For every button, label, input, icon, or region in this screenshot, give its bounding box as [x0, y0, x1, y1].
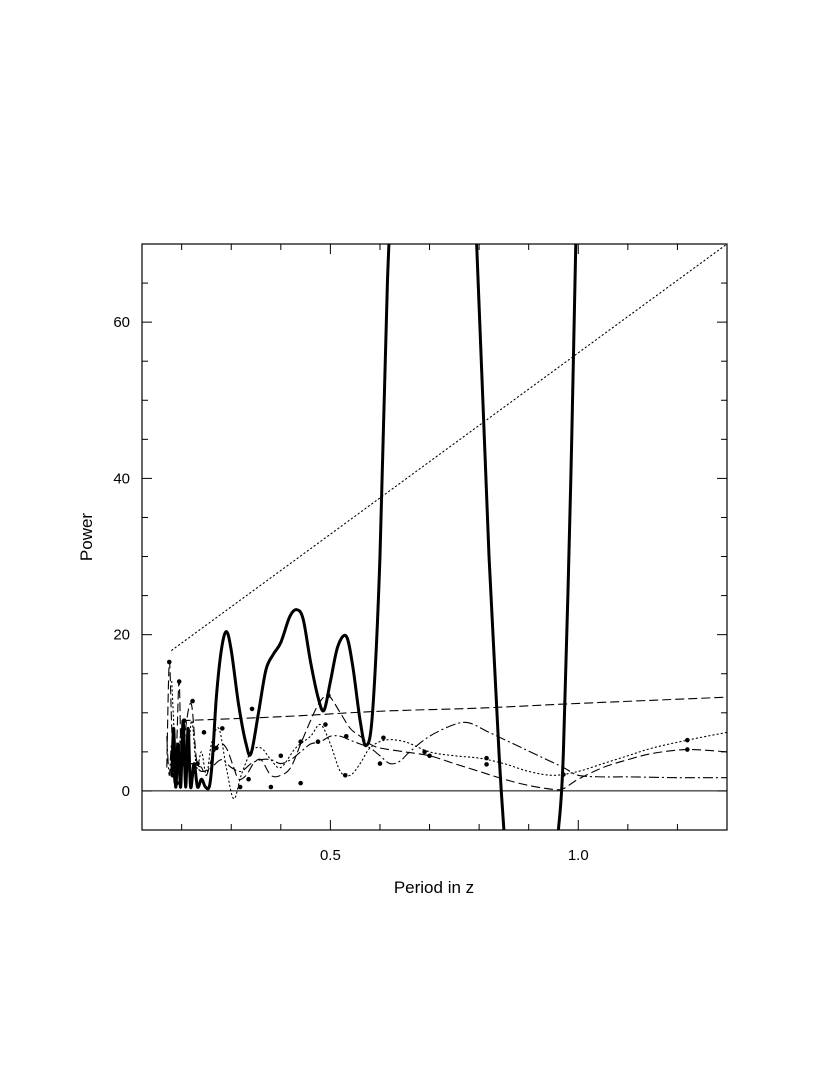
series-line-4-dotted — [171, 244, 727, 651]
data-point-marker-29 — [561, 772, 566, 777]
data-point-marker-5 — [181, 718, 187, 723]
data-point-marker-13 — [249, 706, 255, 712]
data-point-marker-11 — [237, 784, 243, 790]
axis-ticks — [142, 243, 727, 831]
y-tick-label-3: 40 — [113, 470, 130, 487]
data-point-marker-8 — [201, 730, 207, 735]
y-tick-label-2: 20 — [113, 627, 130, 644]
data-point-marker-28 — [484, 762, 489, 767]
series-line-2-thick-solid — [475, 244, 506, 830]
data-point-marker-30 — [685, 737, 690, 743]
plot-frame — [141, 243, 728, 831]
data-point-marker-10 — [220, 726, 225, 731]
data-point-marker-3 — [174, 780, 180, 786]
data-point-marker-24 — [381, 735, 386, 741]
y-axis-title: Power — [77, 513, 96, 562]
x-tick-labels: 0.5 1.0 — [320, 847, 589, 864]
data-point-marker-27 — [484, 755, 489, 761]
y-tick-label-4: 60 — [113, 314, 130, 331]
data-point-marker-23 — [377, 761, 383, 766]
data-point-marker-20 — [326, 693, 331, 698]
data-point-marker-14 — [268, 784, 274, 790]
data-point-marker-21 — [342, 773, 348, 778]
y-tick-labels: 0 20 40 60 — [113, 314, 130, 800]
x-tick-label-2: 1.0 — [568, 847, 589, 864]
data-point-marker-19 — [323, 722, 328, 727]
data-point-marker-18 — [315, 739, 321, 745]
data-point-marker-6 — [190, 698, 195, 704]
series-line-3-thick-solid — [556, 244, 578, 830]
plot-area — [142, 244, 727, 830]
data-point-marker-2 — [170, 773, 176, 778]
data-point-marker-17 — [298, 739, 303, 745]
data-point-marker-25 — [422, 749, 427, 755]
data-point-marker-4 — [176, 679, 182, 684]
series-line-6-dashed — [166, 661, 727, 791]
data-point-marker-16 — [298, 780, 303, 786]
data-point-marker-22 — [343, 733, 349, 739]
series-line-7-dashed — [181, 696, 727, 722]
y-tick-label-1: 0 — [122, 783, 130, 800]
series-line-8-dash-dot — [166, 721, 727, 779]
data-point-marker-26 — [427, 753, 432, 759]
x-axis-title: Period in z — [394, 878, 474, 897]
data-point-marker-31 — [685, 747, 690, 752]
marker-layer — [166, 659, 690, 790]
x-tick-label-1: 0.5 — [320, 847, 341, 864]
data-point-marker-15 — [278, 753, 284, 759]
data-point-marker-1 — [166, 659, 172, 665]
data-point-marker-12 — [246, 776, 251, 782]
data-point-marker-7 — [195, 761, 200, 766]
series-line-5-dotted — [171, 681, 727, 800]
series-layer — [166, 244, 727, 830]
series-line-1-thick-solid — [170, 244, 391, 791]
data-point-marker-9 — [214, 745, 219, 751]
